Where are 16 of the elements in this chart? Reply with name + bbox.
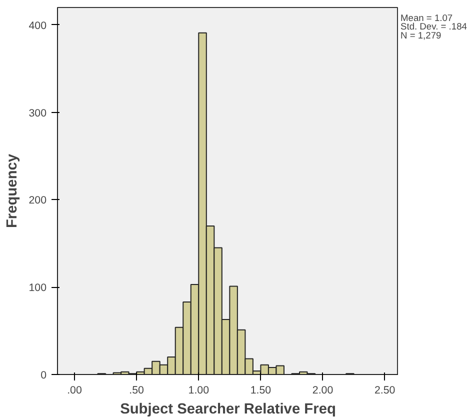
y-tick-label: 300 xyxy=(28,107,47,120)
y-tick-label: 200 xyxy=(28,194,47,207)
text: N = 1,279 xyxy=(400,30,442,40)
x-tick-label: .00 xyxy=(67,384,82,396)
y-tick-label: 0 xyxy=(40,370,47,382)
x-tick-label: 2.00 xyxy=(312,384,334,396)
x-tick-label: 1.50 xyxy=(250,384,272,396)
text: Mean = 1.07 xyxy=(400,12,453,23)
text: Std. Dev. = .184 xyxy=(400,22,467,32)
y-tick-label: 100 xyxy=(28,282,47,294)
x-tick-label: 2.50 xyxy=(374,384,396,396)
x-axis-title: Subject Searcher Relative Freq xyxy=(120,402,336,418)
y-axis-title: Frequency xyxy=(4,153,21,228)
x-tick-label: 1.00 xyxy=(188,384,210,396)
x-tick-label: .50 xyxy=(129,384,144,396)
y-tick-label: 400 xyxy=(28,20,47,32)
